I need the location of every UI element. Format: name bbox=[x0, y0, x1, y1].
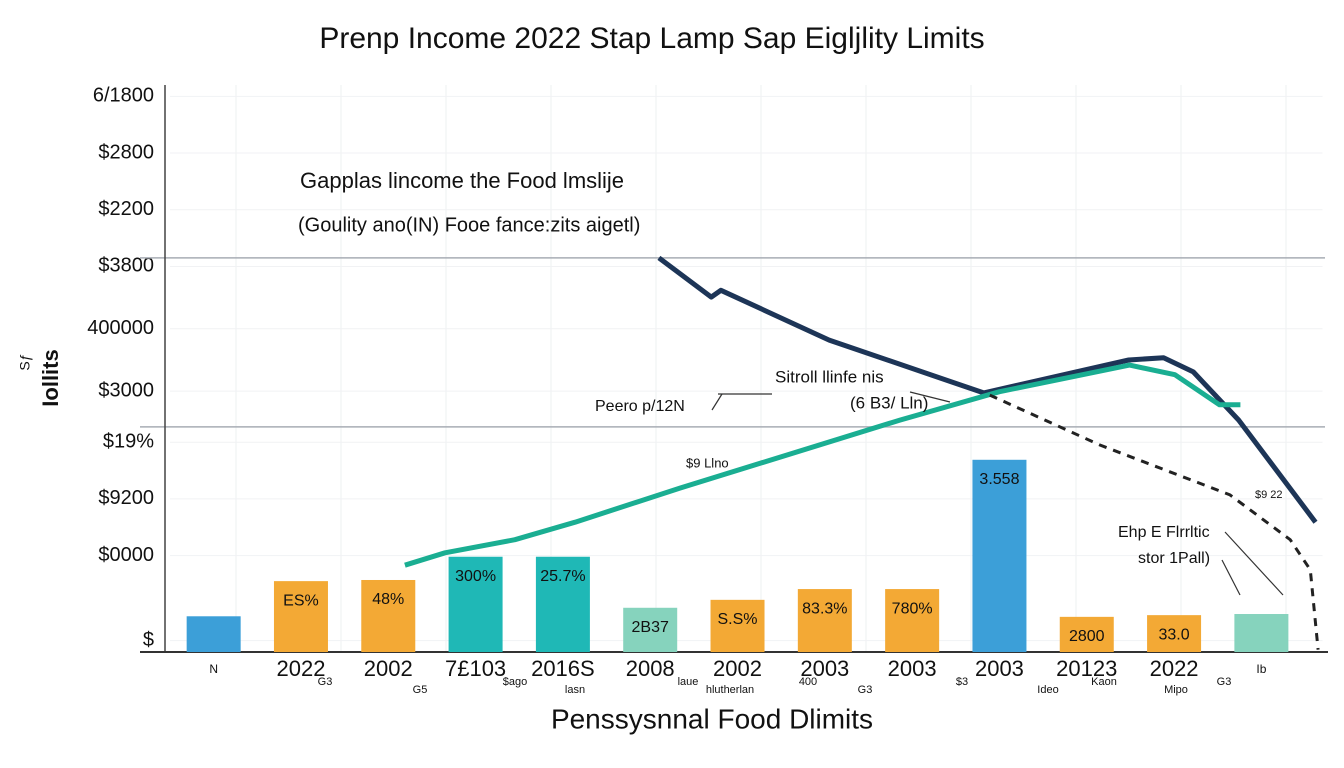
bar-value-label: 780% bbox=[892, 600, 933, 617]
x-tick-label: Ib bbox=[1256, 662, 1266, 676]
x-note: laue bbox=[678, 676, 699, 688]
annotation: Ehp E Flrrltic bbox=[1118, 524, 1210, 541]
annotation: (Goulity ano(IN) Fooe fance:zits aigetl) bbox=[298, 214, 640, 236]
bar bbox=[273, 581, 328, 652]
x-tick-label: 2022 bbox=[1150, 656, 1199, 681]
x-axis-title: Penssysnnal Food Dlimits bbox=[551, 703, 873, 734]
bar bbox=[1059, 616, 1114, 652]
annotation: Sitroll llinfe nis bbox=[775, 367, 884, 386]
annotation: Gapplas lincome the Food lmslije bbox=[300, 168, 624, 193]
x-note: 400 bbox=[799, 676, 817, 688]
bar bbox=[1147, 615, 1202, 652]
y-tick-label: $19% bbox=[103, 430, 154, 452]
chart-title: Prenp Income 2022 Stap Lamp Sap Eigljlit… bbox=[319, 22, 984, 55]
x-note: lasn bbox=[565, 684, 585, 696]
annotation: stor 1Pall) bbox=[1138, 550, 1210, 567]
x-note: G3 bbox=[858, 684, 873, 696]
x-tick-label: 2002 bbox=[364, 656, 413, 681]
bar bbox=[972, 459, 1027, 652]
bar-value-label: 3.558 bbox=[979, 471, 1019, 488]
x-note: G3 bbox=[318, 676, 333, 688]
annotation: $9 22 bbox=[1255, 489, 1283, 501]
bar-value-label: 83.3% bbox=[802, 600, 847, 617]
bar bbox=[885, 589, 940, 652]
bar-value-label: 2800 bbox=[1069, 628, 1105, 645]
x-tick-label: 2002 bbox=[713, 656, 762, 681]
bar-value-label: 2B37 bbox=[632, 619, 669, 636]
x-tick-label: 2022 bbox=[276, 656, 325, 681]
y-axis-note: Sƒ bbox=[17, 353, 33, 370]
x-note: $3 bbox=[956, 676, 968, 688]
x-note: Mipo bbox=[1164, 684, 1188, 696]
x-note: $ago bbox=[503, 676, 527, 688]
y-tick-label: $ bbox=[143, 629, 154, 651]
x-tick-label: 2003 bbox=[888, 656, 937, 681]
x-note: G3 bbox=[1217, 676, 1232, 688]
bar-value-label: S.S% bbox=[718, 611, 758, 628]
x-tick-label: N bbox=[209, 662, 218, 676]
leader-line bbox=[909, 391, 951, 403]
y-tick-label: $3800 bbox=[98, 255, 154, 277]
bar-value-label: 48% bbox=[372, 591, 404, 608]
leader-line bbox=[711, 393, 723, 411]
x-note: hlutherlan bbox=[706, 684, 754, 696]
x-tick-label: 2016S bbox=[531, 656, 595, 681]
bar bbox=[710, 599, 765, 652]
bar-value-label: ES% bbox=[283, 592, 319, 609]
bar bbox=[797, 589, 852, 652]
bar bbox=[1234, 614, 1289, 652]
bar bbox=[361, 579, 416, 652]
bar-value-label: 300% bbox=[455, 568, 496, 585]
bar bbox=[535, 556, 590, 652]
x-tick-label: 2008 bbox=[626, 656, 675, 681]
x-tick-label: 20123 bbox=[1056, 656, 1117, 681]
y-tick-label: $0000 bbox=[98, 544, 154, 566]
y-axis-title: Iollits bbox=[38, 349, 63, 406]
y-tick-label: 6/1800 bbox=[93, 85, 154, 107]
y-tick-label: $2200 bbox=[98, 198, 154, 220]
leader-line bbox=[1224, 531, 1284, 596]
x-tick-label: 2003 bbox=[800, 656, 849, 681]
x-note: Kaon bbox=[1091, 676, 1117, 688]
y-tick-label: $2800 bbox=[98, 141, 154, 163]
leader-line bbox=[1221, 559, 1241, 596]
bar-value-label: 33.0 bbox=[1159, 626, 1190, 643]
line-series bbox=[404, 362, 1241, 568]
y-tick-label: $9200 bbox=[98, 487, 154, 509]
bar-value-label: 25.7% bbox=[540, 568, 585, 585]
annotation: Peero p/12N bbox=[595, 398, 685, 415]
bar bbox=[623, 607, 678, 652]
bar bbox=[448, 556, 503, 652]
x-tick-label: 7£103 bbox=[445, 656, 506, 681]
bar bbox=[186, 616, 241, 652]
x-tick-label: 2003 bbox=[975, 656, 1024, 681]
annotation: $9 Llno bbox=[686, 455, 729, 470]
line-series bbox=[657, 255, 1318, 524]
y-tick-label: 400000 bbox=[87, 317, 154, 339]
y-tick-label: $3000 bbox=[98, 379, 154, 401]
annotation: (6 B3/ Lln) bbox=[850, 393, 928, 412]
line-series bbox=[989, 393, 1320, 650]
x-note: G5 bbox=[413, 684, 428, 696]
x-note: Ideo bbox=[1037, 684, 1058, 696]
